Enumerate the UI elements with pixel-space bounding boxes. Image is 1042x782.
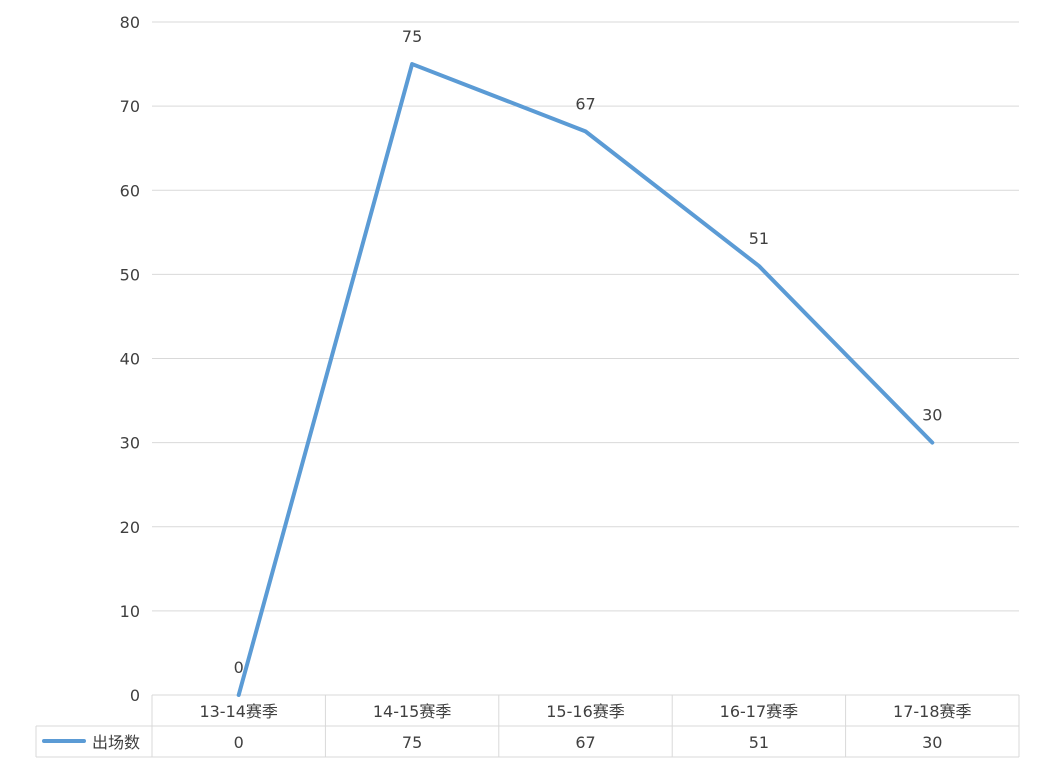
data-label: 51: [749, 229, 769, 248]
data-label: 30: [922, 406, 942, 425]
data-label: 75: [402, 27, 422, 46]
y-axis: 0 10 20 30 40 50 60 70 80: [120, 13, 140, 705]
y-tick-label: 50: [120, 265, 140, 284]
category-label: 17-18赛季: [893, 702, 972, 721]
data-labels: 0 75 67 51 30: [234, 27, 943, 677]
series-layer: [236, 62, 935, 697]
table-value: 51: [749, 733, 769, 752]
y-tick-label: 80: [120, 13, 140, 32]
table-value: 75: [402, 733, 422, 752]
category-label: 16-17赛季: [720, 702, 799, 721]
y-tick-label: 20: [120, 518, 140, 537]
y-tick-label: 10: [120, 602, 140, 621]
series-line: [236, 62, 935, 697]
y-tick-label: 60: [120, 181, 140, 200]
table-value: 30: [922, 733, 942, 752]
data-label: 0: [234, 658, 244, 677]
legend-label: 出场数: [92, 733, 140, 752]
y-tick-label: 30: [120, 434, 140, 453]
y-tick-label: 40: [120, 350, 140, 369]
data-label: 67: [575, 94, 595, 113]
table-value: 0: [234, 733, 244, 752]
table-value: 67: [575, 733, 595, 752]
y-tick-label: 70: [120, 97, 140, 116]
category-label: 15-16赛季: [546, 702, 625, 721]
category-label: 14-15赛季: [373, 702, 452, 721]
category-label: 13-14赛季: [199, 702, 278, 721]
grid-layer: [152, 21, 1019, 696]
y-tick-label: 0: [130, 686, 140, 705]
